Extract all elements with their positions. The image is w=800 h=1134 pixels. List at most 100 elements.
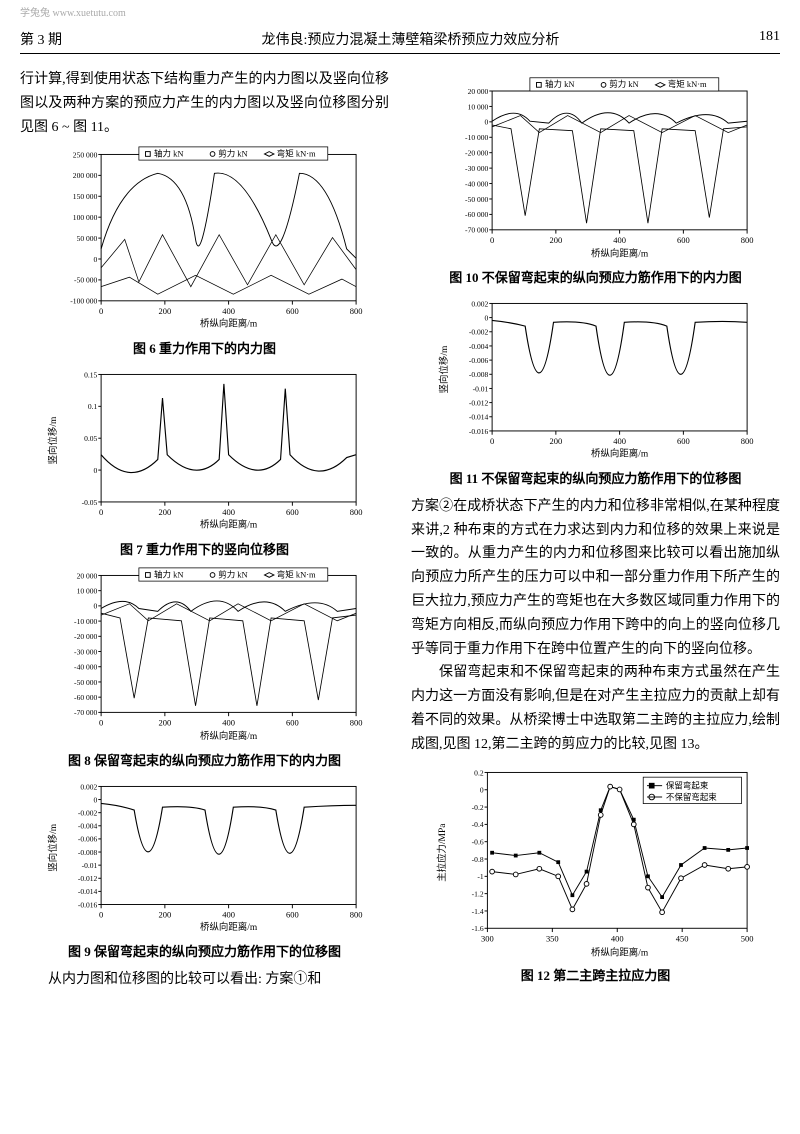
figure-9: -0.016-0.014-0.012-0.01-0.008-0.006-0.00… (20, 777, 389, 938)
svg-text:250 000: 250 000 (72, 151, 97, 160)
figure-12: 保留弯起束 不保留弯起束 -1.6-1.4-1.2-1-0.8-0.6-0.4-… (411, 763, 780, 961)
svg-text:500: 500 (740, 933, 753, 943)
svg-text:-0.008: -0.008 (77, 848, 97, 857)
svg-text:0: 0 (98, 306, 102, 316)
svg-text:轴力 kN: 轴力 kN (154, 570, 183, 580)
svg-text:-0.05: -0.05 (81, 498, 97, 507)
svg-text:-0.004: -0.004 (468, 342, 488, 351)
legend-axial: 轴力 kN (154, 149, 183, 159)
svg-text:10 000: 10 000 (76, 587, 97, 596)
svg-text:800: 800 (349, 909, 362, 919)
svg-text:-60 000: -60 000 (74, 693, 97, 702)
svg-text:桥纵向距离/m: 桥纵向距离/m (591, 946, 649, 958)
figure-7: -0.0500.050.10.15 0200400600800 桥纵向距离/m … (20, 365, 389, 535)
svg-text:弯矩 kN·m: 弯矩 kN·m (276, 570, 315, 580)
svg-text:-50 000: -50 000 (74, 276, 97, 285)
svg-text:-50 000: -50 000 (74, 678, 97, 687)
paragraph-2: 方案②在成桥状态下产生的内力和位移非常相似,在某种程度来讲,2 种布束的方式在力… (411, 495, 780, 662)
svg-text:-50 000: -50 000 (465, 195, 488, 204)
svg-text:0.002: 0.002 (471, 299, 488, 308)
legend-shear: 剪力 kN (218, 149, 247, 159)
svg-text:800: 800 (740, 235, 753, 245)
svg-text:200: 200 (549, 235, 562, 245)
svg-text:桥纵向距离/m: 桥纵向距离/m (591, 447, 649, 459)
svg-text:600: 600 (285, 507, 298, 517)
caption-10: 图 10 不保留弯起束的纵向预应力筋作用下的内力图 (411, 267, 780, 286)
svg-text:-0.2: -0.2 (471, 803, 483, 812)
watermark-text: 学兔兔 www.xuetutu.com (20, 0, 780, 29)
svg-text:-0.006: -0.006 (77, 834, 97, 843)
svg-text:0.002: 0.002 (80, 782, 97, 791)
header-center: 龙伟良:预应力混凝土薄壁箱梁桥预应力效应分析 (262, 29, 560, 49)
svg-text:竖向位移/m: 竖向位移/m (437, 345, 449, 393)
fig7-xlabel: 桥纵向距离/m (200, 519, 258, 531)
fig6-xticks: 0200400600800 (98, 301, 361, 316)
svg-text:0: 0 (93, 795, 97, 804)
svg-text:0: 0 (98, 718, 102, 728)
svg-text:600: 600 (676, 436, 689, 446)
svg-text:100 000: 100 000 (72, 213, 97, 222)
svg-text:400: 400 (613, 436, 626, 446)
caption-9: 图 9 保留弯起束的纵向预应力筋作用下的位移图 (20, 941, 389, 960)
fig6-yticks: -100 000-50 000050 000100 000150 000200 … (70, 151, 101, 306)
svg-text:桥纵向距离/m: 桥纵向距离/m (200, 730, 258, 742)
svg-text:-0.8: -0.8 (471, 854, 483, 863)
header-left: 第 3 期 (20, 29, 62, 49)
svg-text:50 000: 50 000 (76, 234, 97, 243)
svg-text:-0.004: -0.004 (77, 821, 97, 830)
svg-text:-70 000: -70 000 (74, 708, 97, 717)
svg-text:0: 0 (484, 313, 488, 322)
left-column: 行计算,得到使用状态下结构重力产生的内力图以及竖向位移图以及两种方案的预应力产生… (20, 68, 389, 992)
svg-text:0: 0 (93, 255, 97, 264)
svg-text:-10 000: -10 000 (465, 133, 488, 142)
caption-8: 图 8 保留弯起束的纵向预应力筋作用下的内力图 (20, 750, 389, 769)
svg-text:-0.002: -0.002 (468, 327, 488, 336)
header-right: 181 (759, 29, 780, 49)
svg-text:0.05: 0.05 (84, 434, 97, 443)
svg-text:-70 000: -70 000 (465, 226, 488, 235)
svg-text:-1.2: -1.2 (471, 889, 483, 898)
svg-text:-20 000: -20 000 (465, 149, 488, 158)
svg-text:-0.014: -0.014 (468, 412, 488, 421)
svg-text:300: 300 (481, 933, 494, 943)
svg-text:-0.016: -0.016 (77, 900, 97, 909)
svg-text:0: 0 (479, 785, 483, 794)
paragraph-1: 行计算,得到使用状态下结构重力产生的内力图以及竖向位移图以及两种方案的预应力产生… (20, 68, 389, 139)
paragraph-3: 保留弯起束和不保留弯起束的两种布束方式虽然在产生内力这一方面没有影响,但是在对产… (411, 661, 780, 756)
figure-10: 轴力 kN 剪力 kN 弯矩 kN·m -70 000-60 000-50 00… (411, 74, 780, 263)
legend-moment: 弯矩 kN·m (276, 149, 315, 159)
svg-text:400: 400 (222, 718, 235, 728)
svg-text:0: 0 (98, 909, 102, 919)
svg-text:-0.012: -0.012 (468, 398, 488, 407)
svg-text:-100 000: -100 000 (70, 297, 97, 306)
svg-text:-40 000: -40 000 (465, 179, 488, 188)
svg-text:弯矩 kN·m: 弯矩 kN·m (667, 79, 706, 89)
svg-text:200: 200 (158, 718, 171, 728)
caption-11: 图 11 不保留弯起束的纵向预应力筋作用下的位移图 (411, 468, 780, 487)
svg-text:0.15: 0.15 (84, 371, 97, 380)
svg-text:20 000: 20 000 (76, 572, 97, 581)
caption-6: 图 6 重力作用下的内力图 (20, 338, 389, 357)
svg-text:0.2: 0.2 (474, 768, 484, 777)
svg-text:800: 800 (349, 306, 362, 316)
svg-text:200: 200 (549, 436, 562, 446)
svg-text:-0.016: -0.016 (468, 427, 488, 436)
svg-text:-40 000: -40 000 (74, 663, 97, 672)
svg-text:200: 200 (158, 306, 171, 316)
svg-text:-30 000: -30 000 (74, 648, 97, 657)
svg-text:-20 000: -20 000 (74, 632, 97, 641)
caption-12: 图 12 第二主跨主拉应力图 (411, 965, 780, 984)
svg-text:400: 400 (222, 909, 235, 919)
svg-text:轴力 kN: 轴力 kN (545, 79, 574, 89)
svg-text:-0.006: -0.006 (468, 356, 488, 365)
paragraph-4: 从内力图和位移图的比较可以看出: 方案①和 (20, 968, 389, 992)
svg-text:-0.4: -0.4 (471, 820, 483, 829)
svg-text:竖向位移/m: 竖向位移/m (46, 823, 58, 871)
svg-text:350: 350 (545, 933, 558, 943)
svg-text:800: 800 (740, 436, 753, 446)
svg-text:-0.014: -0.014 (77, 887, 97, 896)
svg-text:剪力 kN: 剪力 kN (218, 570, 247, 580)
svg-text:600: 600 (676, 235, 689, 245)
svg-text:200: 200 (158, 909, 171, 919)
svg-text:150 000: 150 000 (72, 192, 97, 201)
